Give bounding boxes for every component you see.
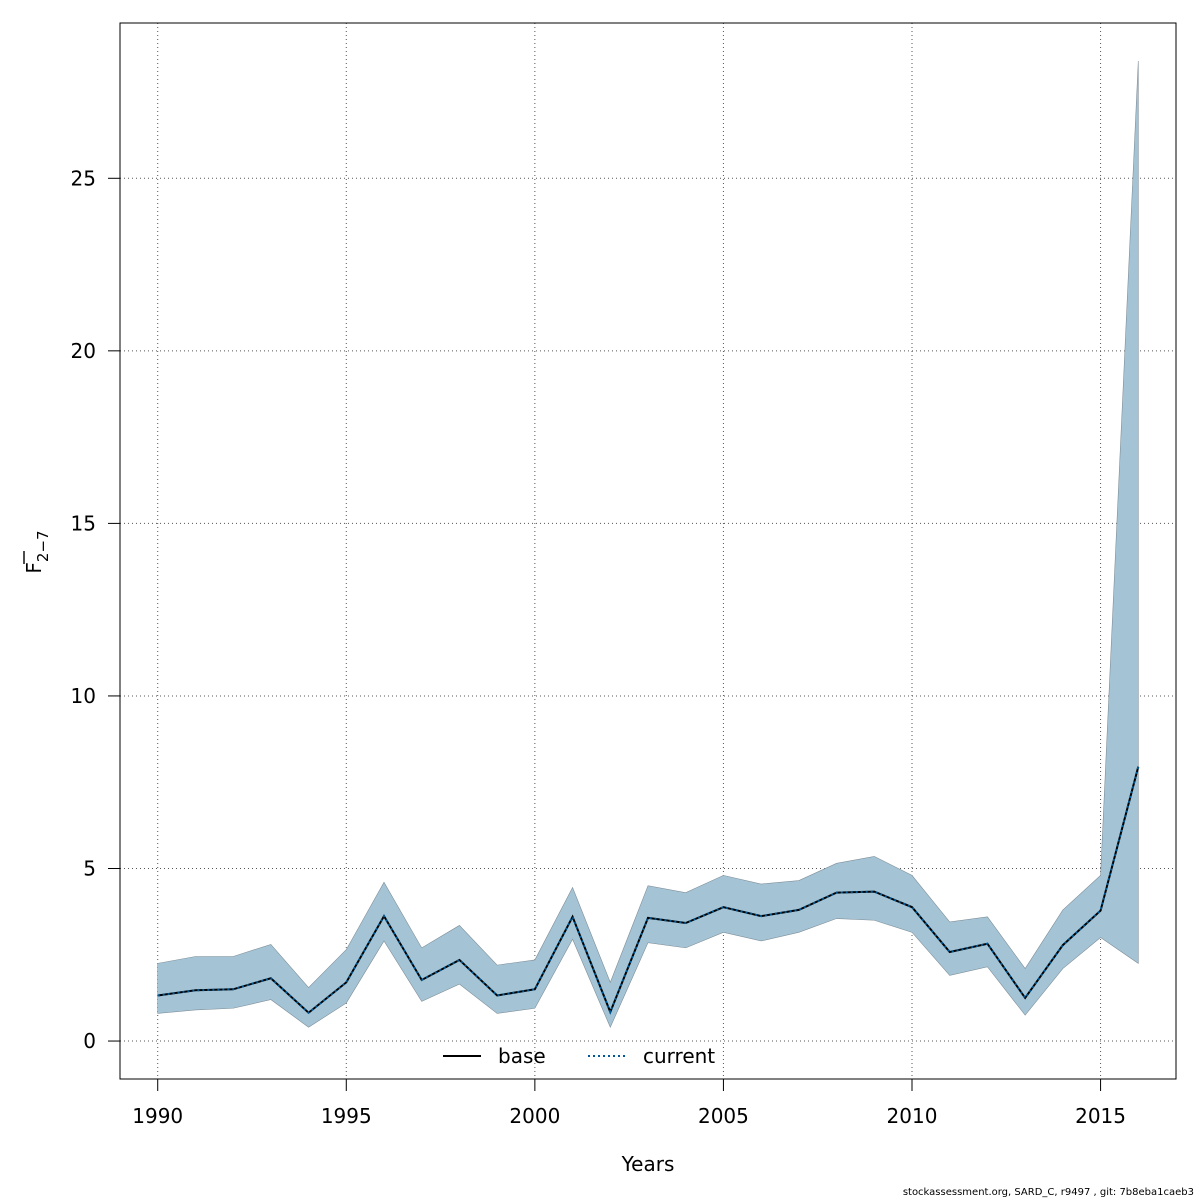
confidence-band [157,60,1139,1028]
x-tick-label-2000: 2000 [509,1104,560,1128]
x-axis-title: Years [621,1152,675,1176]
x-tick-label-1995: 1995 [321,1104,372,1128]
legend-label-current: current [643,1044,715,1068]
y-tick-label-10: 10 [71,684,96,708]
y-tick-label-15: 15 [71,511,96,535]
y-axis: 0 5 10 15 20 25 [71,166,121,1053]
legend-label-base: base [498,1044,546,1068]
y-tick-label-0: 0 [83,1029,96,1053]
y-axis-title-main: F [22,562,46,574]
x-tick-label-2005: 2005 [698,1104,749,1128]
y-tick-label-25: 25 [71,166,96,190]
x-tick-label-1990: 1990 [132,1104,183,1128]
x-tick-label-2010: 2010 [887,1104,938,1128]
footer-credit: stockassessment.org, SARD_C, r9497 , git… [902,1187,1194,1198]
y-axis-title: F2−7 [22,530,52,573]
series-line-base [157,766,1140,1015]
x-tick-label-2015: 2015 [1075,1104,1126,1128]
y-tick-label-20: 20 [71,339,96,363]
y-axis-title-sub: 2−7 [34,530,52,562]
svg-text:F2−7: F2−7 [22,530,52,573]
y-tick-label-5: 5 [83,856,96,880]
grid-lines [120,23,1176,1079]
x-axis: 1990 1995 2000 2005 2010 2015 [132,1078,1126,1128]
legend: base current [443,1044,715,1068]
